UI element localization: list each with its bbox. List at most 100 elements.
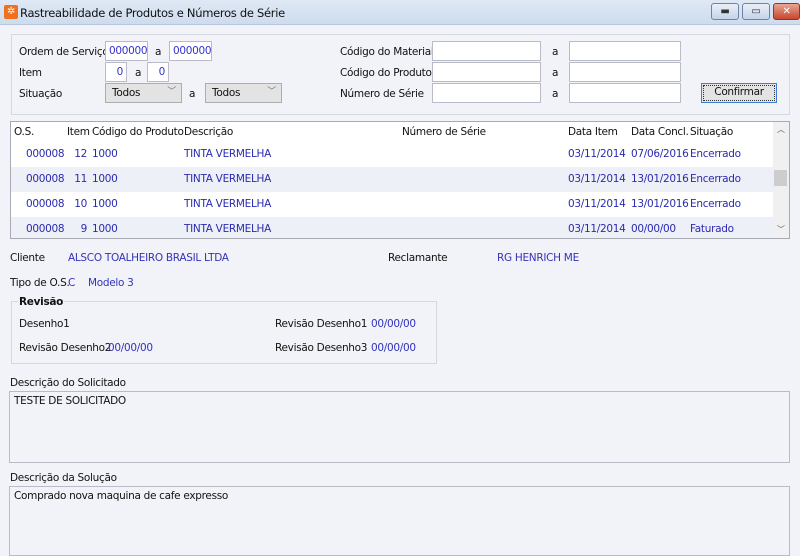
column-header-descricao[interactable]: Descrição bbox=[184, 126, 233, 138]
chevron-down-icon: ﹀ bbox=[267, 87, 276, 97]
table-row[interactable]: 000008 10 1000 TINTA VERMELHA 03/11/2014 13/0… bbox=[11, 192, 773, 217]
table-row[interactable]: 000008 11 1000 TINTA VERMELHA 03/11/2014 13/0… bbox=[11, 167, 773, 192]
cell-os: 000008 bbox=[26, 173, 65, 185]
cell-item: 12 bbox=[74, 148, 87, 160]
cell-descricao: TINTA VERMELHA bbox=[184, 173, 272, 185]
cell-situacao: Encerrado bbox=[690, 198, 741, 210]
reclamante-value: RG HENRICH ME bbox=[497, 252, 579, 264]
cell-situacao: Faturado bbox=[690, 223, 734, 235]
cell-item: 9 bbox=[80, 223, 88, 235]
cell-descricao: TINTA VERMELHA bbox=[184, 198, 272, 210]
rev2-label: Revisão Desenho2 bbox=[19, 342, 112, 354]
scrollbar-thumb[interactable] bbox=[774, 170, 787, 186]
minimize-button[interactable]: ▬ bbox=[711, 3, 739, 20]
column-header-data-concl[interactable]: Data Concl. bbox=[631, 126, 689, 138]
solucao-textarea[interactable]: Comprado nova maquina de cafe expresso bbox=[9, 486, 790, 556]
ordem-from-input[interactable]: 000000 bbox=[105, 41, 148, 61]
revisao-group bbox=[11, 301, 437, 364]
table-row[interactable]: 000008 12 1000 TINTA VERMELHA 03/11/2014 07/0… bbox=[11, 142, 773, 167]
cell-codigo: 1000 bbox=[92, 223, 118, 235]
maximize-icon: ▭ bbox=[751, 6, 761, 17]
table-row[interactable]: 000008 9 1000 TINTA VERMELHA 03/11/2014 00/00… bbox=[11, 217, 773, 238]
cell-codigo: 1000 bbox=[92, 198, 118, 210]
cliente-value: ALSCO TOALHEIRO BRASIL LTDA bbox=[68, 252, 229, 264]
column-header-serie[interactable]: Número de Série bbox=[402, 126, 486, 138]
vertical-scrollbar[interactable]: ︿ ﹀ bbox=[773, 122, 789, 238]
cell-os: 000008 bbox=[26, 148, 65, 160]
title-bar: ✲ Rastreabilidade de Produtos e Números … bbox=[0, 0, 800, 25]
close-icon: ✕ bbox=[782, 6, 791, 17]
app-logo-icon: ✲ bbox=[4, 5, 18, 19]
cell-data-item: 03/11/2014 bbox=[568, 223, 626, 235]
cell-data-concl: 13/01/2016 bbox=[631, 198, 689, 210]
minimize-icon: ▬ bbox=[720, 6, 730, 17]
column-header-item[interactable]: Item bbox=[67, 126, 90, 138]
rev2-value: 00/00/00 bbox=[108, 342, 153, 354]
cell-situacao: Encerrado bbox=[690, 173, 741, 185]
rev3-value: 00/00/00 bbox=[371, 342, 416, 354]
tipo-os-label: Tipo de O.S. bbox=[10, 277, 70, 289]
maximize-button[interactable]: ▭ bbox=[742, 3, 770, 20]
tipo-os-value: C bbox=[68, 277, 76, 289]
selected-value: Todos bbox=[212, 87, 241, 99]
serie-to-input[interactable] bbox=[569, 83, 681, 103]
cell-codigo: 1000 bbox=[92, 148, 118, 160]
cell-situacao: Encerrado bbox=[690, 148, 741, 160]
range-separator: a bbox=[155, 46, 162, 58]
results-grid: O.S. Item Código do Produto Descrição Nú… bbox=[10, 121, 790, 239]
produto-from-input[interactable] bbox=[432, 62, 541, 82]
chevron-down-icon: ﹀ bbox=[167, 87, 176, 97]
cell-data-item: 03/11/2014 bbox=[568, 198, 626, 210]
produto-to-input[interactable] bbox=[569, 62, 681, 82]
ordem-label: Ordem de Serviço bbox=[19, 46, 109, 58]
cell-descricao: TINTA VERMELHA bbox=[184, 223, 272, 235]
range-separator: a bbox=[552, 46, 559, 58]
cell-item: 10 bbox=[74, 198, 87, 210]
serie-from-input[interactable] bbox=[432, 83, 541, 103]
serie-label: Número de Série bbox=[340, 88, 424, 100]
confirm-button[interactable]: Confirmar bbox=[701, 83, 777, 103]
range-separator: a bbox=[189, 88, 196, 100]
desenho1-label: Desenho1 bbox=[19, 318, 70, 330]
cell-data-concl: 13/01/2016 bbox=[631, 173, 689, 185]
range-separator: a bbox=[552, 88, 559, 100]
produto-label: Código do Produto bbox=[340, 67, 432, 79]
column-header-data-item[interactable]: Data Item bbox=[568, 126, 618, 138]
scroll-up-icon[interactable]: ︿ bbox=[777, 125, 785, 134]
cell-descricao: TINTA VERMELHA bbox=[184, 148, 272, 160]
cell-data-concl: 00/00/00 bbox=[631, 223, 676, 235]
cell-codigo: 1000 bbox=[92, 173, 118, 185]
reclamante-label: Reclamante bbox=[388, 252, 448, 264]
filter-panel bbox=[11, 34, 790, 115]
column-header-situacao[interactable]: Situação bbox=[690, 126, 734, 138]
cell-data-item: 03/11/2014 bbox=[568, 173, 626, 185]
range-separator: a bbox=[135, 67, 142, 79]
material-from-input[interactable] bbox=[432, 41, 541, 61]
item-from-input[interactable]: 0 bbox=[105, 62, 127, 82]
situacao-from-select[interactable]: Todos ﹀ bbox=[105, 83, 182, 103]
revisao-title: Revisão bbox=[18, 296, 65, 308]
situacao-label: Situação bbox=[19, 88, 63, 100]
column-header-os[interactable]: O.S. bbox=[14, 126, 34, 138]
ordem-to-input[interactable]: 000000 bbox=[169, 41, 212, 61]
cell-item: 11 bbox=[74, 173, 87, 185]
solicitado-textarea[interactable]: TESTE DE SOLICITADO bbox=[9, 391, 790, 463]
material-to-input[interactable] bbox=[569, 41, 681, 61]
situacao-to-select[interactable]: Todos ﹀ bbox=[205, 83, 282, 103]
item-label: Item bbox=[19, 67, 42, 79]
cell-data-item: 03/11/2014 bbox=[568, 148, 626, 160]
cell-os: 000008 bbox=[26, 223, 65, 235]
cell-os: 000008 bbox=[26, 198, 65, 210]
selected-value: Todos bbox=[112, 87, 141, 99]
solicitado-label: Descrição do Solicitado bbox=[10, 377, 126, 389]
item-to-input[interactable]: 0 bbox=[147, 62, 169, 82]
window-title: Rastreabilidade de Produtos e Números de… bbox=[20, 6, 285, 20]
scroll-down-icon[interactable]: ﹀ bbox=[777, 225, 785, 234]
rev1-value: 00/00/00 bbox=[371, 318, 416, 330]
close-button[interactable]: ✕ bbox=[773, 3, 800, 20]
modelo-value: Modelo 3 bbox=[88, 277, 134, 289]
cell-data-concl: 07/06/2016 bbox=[631, 148, 689, 160]
column-header-codigo[interactable]: Código do Produto bbox=[92, 126, 184, 138]
rev1-label: Revisão Desenho1 bbox=[275, 318, 368, 330]
rev3-label: Revisão Desenho3 bbox=[275, 342, 368, 354]
